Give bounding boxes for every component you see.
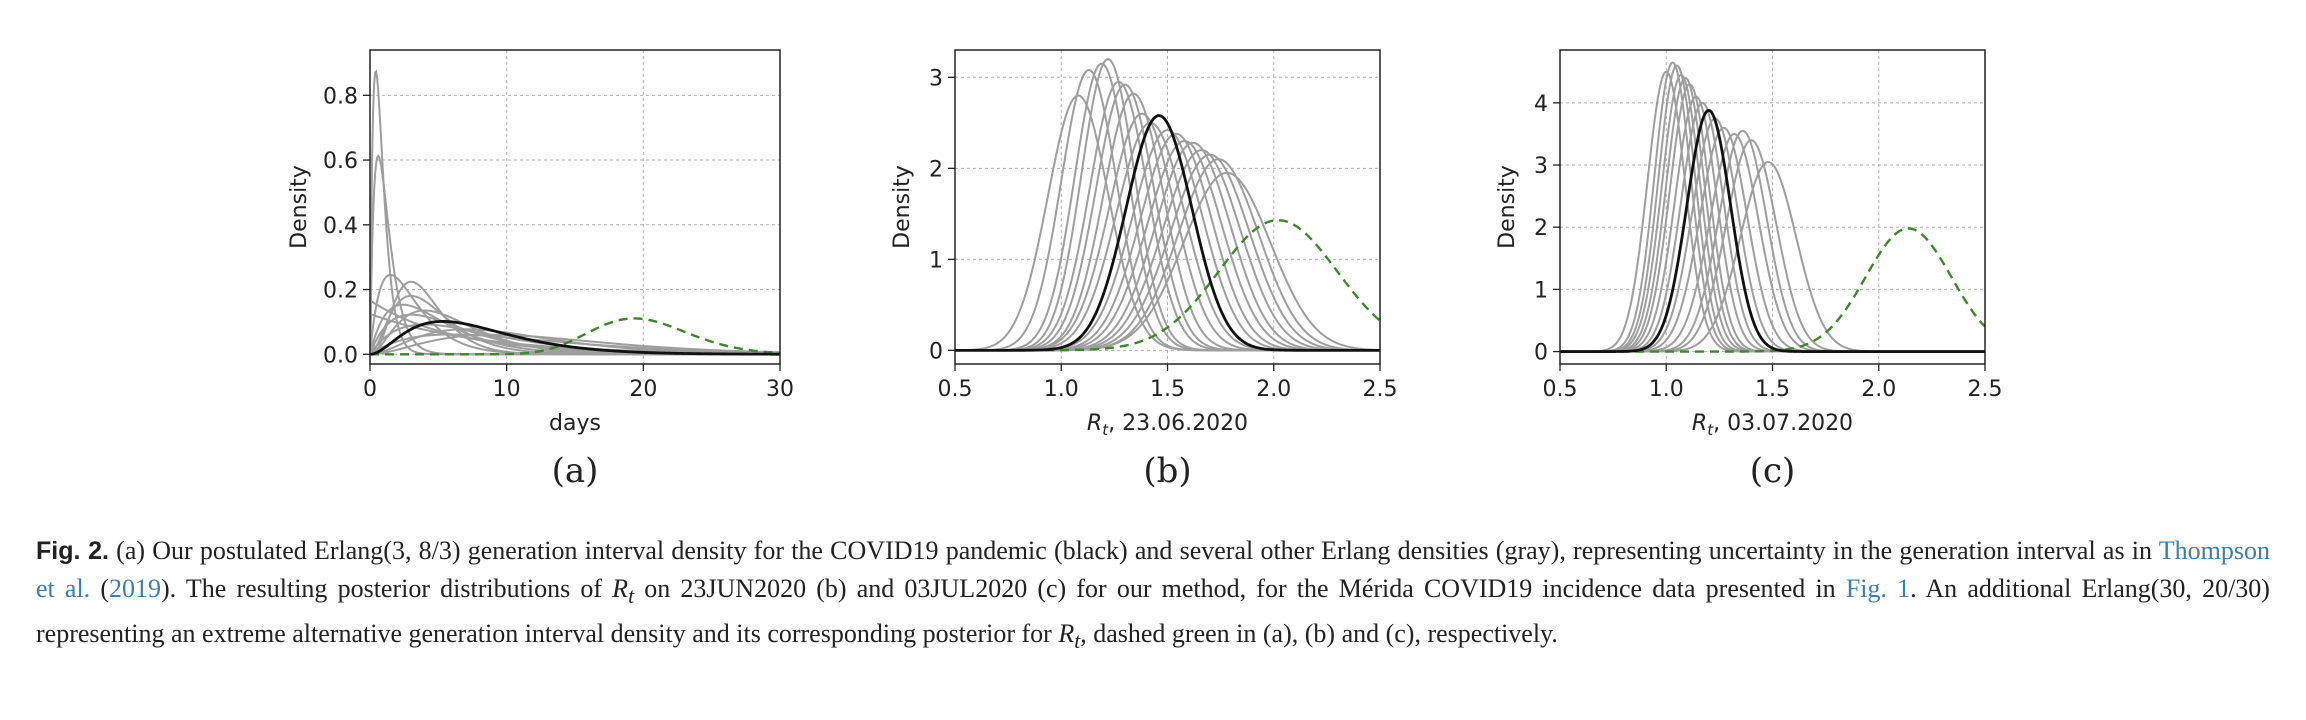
x-axis-label: days xyxy=(549,411,601,436)
x-tick-label: 2.0 xyxy=(1256,377,1291,402)
y-tick-label: 1 xyxy=(929,248,943,273)
caption-figure-link[interactable]: Fig. 1 xyxy=(1845,574,1911,603)
x-axis-label: Rt, 03.07.2020 xyxy=(1692,411,1853,439)
x-tick-label: 1.0 xyxy=(1649,377,1684,402)
y-tick-label: 4 xyxy=(1534,92,1548,117)
y-tick-label: 0 xyxy=(1534,341,1548,366)
y-axis-label: Density xyxy=(890,165,915,249)
gray-posterior-curve xyxy=(955,58,1380,352)
caption-text-1: (a) Our postulated Erlang(3, 8/3) genera… xyxy=(116,536,2159,565)
green-dashed-curve xyxy=(1560,227,1985,353)
caption-cite-open: ( xyxy=(90,574,110,603)
y-axis-label: Density xyxy=(287,165,312,249)
plot-frame xyxy=(1559,49,1986,365)
y-tick-label: 0.8 xyxy=(323,84,358,109)
plot-frame xyxy=(954,49,1381,365)
x-tick-label: 30 xyxy=(766,377,794,402)
y-tick-label: 3 xyxy=(929,66,943,91)
y-tick-label: 3 xyxy=(1534,154,1548,179)
chart-panel-3: 0.5 1.0 1.5 2.0 2.5 0 1 2 3 4 Rt, 03.07.2020 Densit… xyxy=(1495,49,2003,491)
chart-panel-1: 0 10 20 30 0.0 0.2 0.4 0.6 0.8 days Density (a) xyxy=(287,49,794,491)
x-tick-label: 2.5 xyxy=(1968,377,2003,402)
x-tick-label: 2.0 xyxy=(1861,377,1896,402)
black-density-curve xyxy=(370,320,780,356)
caption-text-3: on 23JUN2020 (b) and 03JUL2020 (c) for o… xyxy=(634,574,1846,603)
x-tick-label: 1.0 xyxy=(1044,377,1079,402)
gray-posterior-curve xyxy=(955,94,1380,352)
x-tick-label: 0.5 xyxy=(1543,377,1578,402)
y-tick-label: 0 xyxy=(929,339,943,364)
y-tick-label: 2 xyxy=(1534,216,1548,241)
figure-caption: Fig. 2. (a) Our postulated Erlang(3, 8/3… xyxy=(36,532,2270,660)
gray-posterior-curve xyxy=(1560,126,1985,353)
chart-panel-2: 0.5 1.0 1.5 2.0 2.5 0 1 2 3 Rt, 23.06.2020 Density… xyxy=(890,49,1398,491)
x-tick-label: 0.5 xyxy=(938,377,973,402)
y-tick-label: 2 xyxy=(929,157,943,182)
x-axis-label: Rt, 23.06.2020 xyxy=(1087,411,1248,439)
caption-fig-label: Fig. 2. xyxy=(36,537,109,565)
panel-label: (a) xyxy=(552,451,599,491)
caption-text-2: ). The resulting posterior distributions… xyxy=(161,574,613,603)
caption-citation-year-link[interactable]: 2019 xyxy=(109,574,162,603)
caption-citation-link[interactable]: Thompson et al. xyxy=(36,536,2270,603)
green-dashed-curve xyxy=(955,218,1380,352)
x-tick-label: 10 xyxy=(493,377,521,402)
x-tick-label: 2.5 xyxy=(1363,377,1398,402)
plot-frame xyxy=(369,49,781,365)
caption-text-4: . An additional Erlang(30, 20/30) repres… xyxy=(36,574,2270,649)
x-tick-label: 20 xyxy=(629,377,657,402)
x-tick-label: 1.5 xyxy=(1755,377,1790,402)
y-tick-label: 0.0 xyxy=(323,343,358,368)
y-tick-label: 0.4 xyxy=(323,214,358,239)
black-posterior-curve xyxy=(1560,108,1985,353)
y-tick-label: 0.2 xyxy=(323,279,358,304)
green-dashed-curve xyxy=(370,317,780,356)
x-tick-label: 1.5 xyxy=(1150,377,1185,402)
black-posterior-curve xyxy=(955,114,1380,352)
y-axis-label: Density xyxy=(1495,165,1520,249)
panel-label: (c) xyxy=(1750,451,1796,491)
panel-label: (b) xyxy=(1143,451,1191,491)
caption-rt-symbol-2: Rt xyxy=(1058,619,1081,654)
caption-rt-symbol: Rt xyxy=(612,574,635,609)
gray-density-curve xyxy=(370,333,780,356)
y-tick-label: 0.6 xyxy=(323,149,358,174)
x-tick-label: 0 xyxy=(363,377,377,402)
caption-text-5: , dashed green in (a), (b) and (c), resp… xyxy=(1080,619,1558,649)
y-tick-label: 1 xyxy=(1534,278,1548,303)
